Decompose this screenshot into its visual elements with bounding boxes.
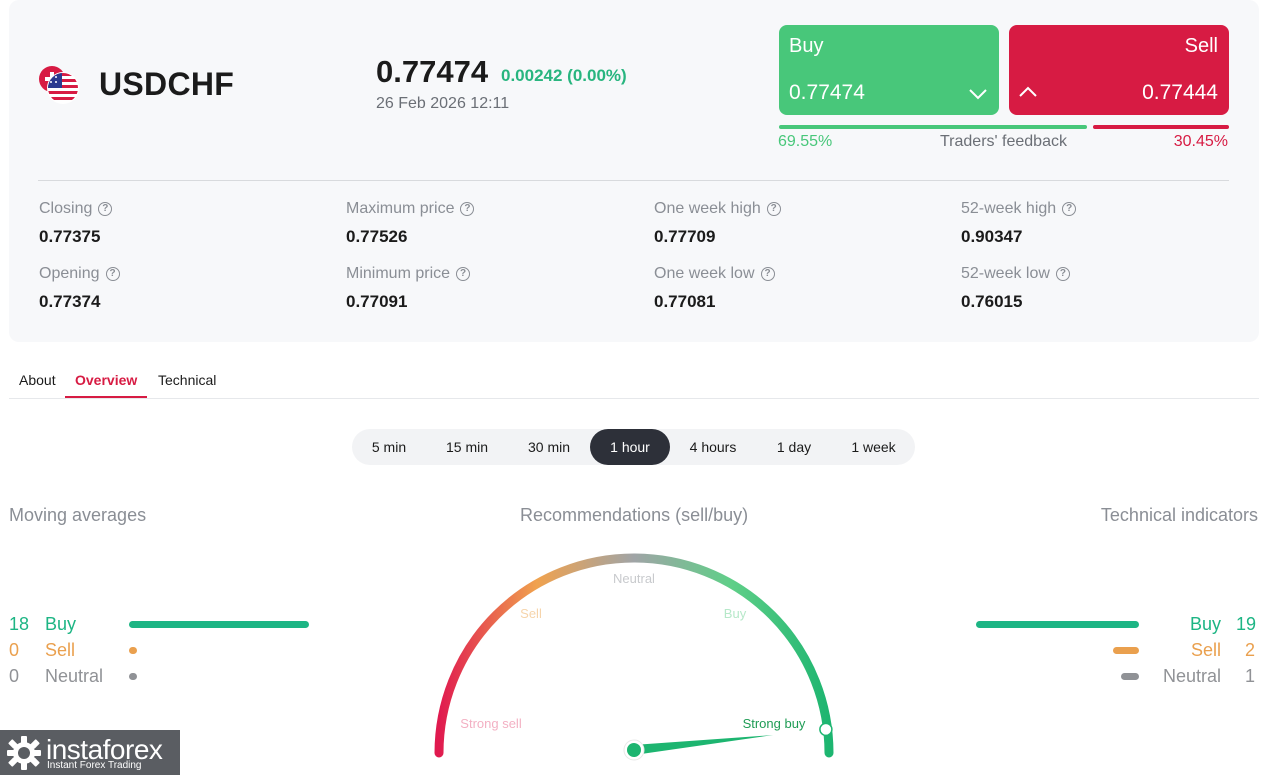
ma-buy-label: Buy	[45, 614, 77, 634]
current-price: 0.77474	[376, 54, 489, 89]
buy-button[interactable]: Buy 0.77474	[779, 25, 999, 115]
ma-buy-bar	[129, 621, 309, 628]
logo-tagline: Instant Forex Trading	[47, 760, 142, 771]
stat-label: Closing	[39, 200, 93, 217]
stat-opening: Opening? 0.77374	[39, 265, 120, 312]
recommendations-title: Recommendations (sell/buy)	[520, 505, 749, 525]
chevron-up-icon	[1019, 86, 1037, 97]
moving-averages-title: Moving averages	[9, 505, 147, 525]
gauge-marker	[819, 722, 833, 737]
stat-label: One week low	[654, 265, 755, 282]
timeframe-1-day[interactable]: 1 day	[776, 439, 812, 455]
tab-about[interactable]: About	[19, 372, 56, 388]
feedback-sell-percent: 30.45%	[1173, 133, 1228, 150]
stat-value: 0.77091	[346, 292, 408, 311]
logo-wordmark: instaforex	[46, 734, 163, 765]
ti-sell-count: 2	[1245, 640, 1256, 660]
gauge-label-neutral: Neutral	[613, 571, 655, 586]
stat-label: Minimum price	[346, 265, 451, 282]
sell-button[interactable]: Sell 0.77444	[1009, 25, 1229, 115]
ma-buy-count: 18	[9, 614, 30, 634]
stat-minimum-price: Minimum price? 0.77091	[346, 265, 471, 312]
feedback-buy-bar	[779, 125, 1087, 129]
ti-neutral-count: 1	[1245, 666, 1256, 686]
sell-price: 0.77444	[1142, 81, 1218, 104]
timeframe-15-min[interactable]: 15 min	[445, 439, 489, 455]
chevron-down-icon	[969, 89, 987, 100]
ma-neutral-bar	[129, 673, 137, 680]
ti-buy-bar	[976, 621, 1139, 628]
card-divider	[38, 180, 1229, 181]
tab-overview[interactable]: Overview	[75, 372, 138, 388]
ma-sell-label: Sell	[45, 640, 76, 660]
ti-sell-bar	[1113, 647, 1139, 654]
help-icon[interactable]: ?	[760, 267, 775, 281]
stat-one-week-high: One week high? 0.77709	[654, 200, 781, 247]
gauge-label-strong-sell: Strong sell	[460, 716, 522, 731]
stat-value: 0.77081	[654, 292, 716, 311]
feedback-sell-bar	[1093, 125, 1229, 129]
buy-price: 0.77474	[789, 81, 865, 104]
timeframe-30-min[interactable]: 30 min	[527, 439, 571, 455]
timeframe-1-week[interactable]: 1 week	[851, 439, 896, 455]
ma-neutral-label: Neutral	[45, 666, 104, 686]
usd-chf-flag-icon	[39, 66, 79, 104]
ti-neutral-bar	[1121, 673, 1139, 680]
ma-sell-count: 0	[9, 640, 20, 660]
stat-value: 0.77374	[39, 292, 101, 311]
stat-one-week-low: One week low? 0.77081	[654, 265, 775, 312]
instaforex-logo: instaforex Instant Forex Trading	[0, 730, 180, 775]
tab-technical[interactable]: Technical	[158, 372, 217, 388]
timeframe-1-hour[interactable]: 1 hour	[590, 429, 670, 465]
help-icon[interactable]: ?	[460, 202, 475, 216]
help-icon[interactable]: ?	[98, 202, 113, 216]
gauge-arc	[434, 553, 834, 758]
stat-closing: Closing? 0.77375	[39, 200, 113, 247]
stat-52-week-low: 52-week low? 0.76015	[961, 265, 1070, 312]
gear-logo-icon	[7, 736, 41, 770]
timeframe-selector: 5 min 15 min 30 min 1 hour 4 hours 1 day…	[352, 429, 915, 465]
price-change: 0.00242 (0.00%)	[501, 66, 627, 85]
gauge-label-buy: Buy	[724, 606, 747, 621]
stat-label: Opening	[39, 265, 100, 282]
stat-label: One week high	[654, 200, 761, 217]
stat-label: 52-week high	[961, 200, 1057, 217]
gauge-label-sell: Sell	[520, 606, 542, 621]
instrument-symbol: USDCHF	[99, 66, 235, 102]
price-timestamp: 26 Feb 2026 12:11	[376, 95, 510, 112]
timeframe-5-min[interactable]: 5 min	[371, 439, 407, 455]
ti-sell-label: Sell	[1191, 640, 1222, 660]
ma-neutral-count: 0	[9, 666, 20, 686]
timeframe-4-hours[interactable]: 4 hours	[689, 439, 737, 455]
ti-neutral-label: Neutral	[1163, 666, 1222, 686]
stat-value: 0.77375	[39, 227, 101, 246]
help-icon[interactable]: ?	[105, 267, 120, 281]
sell-button-label: Sell	[1184, 35, 1218, 57]
help-icon[interactable]: ?	[766, 202, 781, 216]
stat-value: 0.77709	[654, 227, 716, 246]
gauge-label-strong-buy: Strong buy	[743, 716, 806, 731]
section-tabs: About Overview Technical	[9, 368, 1259, 399]
ma-sell-bar	[129, 647, 137, 654]
technical-indicators-title: Technical indicators	[1100, 505, 1258, 525]
buy-button-label: Buy	[789, 35, 824, 57]
stat-52-week-high: 52-week high? 0.90347	[961, 200, 1077, 247]
feedback-buy-percent: 69.55%	[778, 133, 833, 150]
stat-label: 52-week low	[961, 265, 1050, 282]
stat-value: 0.77526	[346, 227, 408, 246]
gauge-needle	[633, 735, 774, 755]
stat-label: Maximum price	[346, 200, 455, 217]
stat-maximum-price: Maximum price? 0.77526	[346, 200, 475, 247]
stat-value: 0.90347	[961, 227, 1023, 246]
active-tab-indicator	[65, 396, 147, 398]
help-icon[interactable]: ?	[456, 267, 471, 281]
ti-buy-label: Buy	[1190, 614, 1222, 634]
stat-value: 0.76015	[961, 292, 1023, 311]
help-icon[interactable]: ?	[1055, 267, 1070, 281]
ti-buy-count: 19	[1236, 614, 1257, 634]
help-icon[interactable]: ?	[1062, 202, 1077, 216]
traders-feedback-label: Traders' feedback	[940, 133, 1067, 150]
recommendation-gauge: Neutral Sell Buy Strong sell Strong buy	[434, 553, 834, 761]
